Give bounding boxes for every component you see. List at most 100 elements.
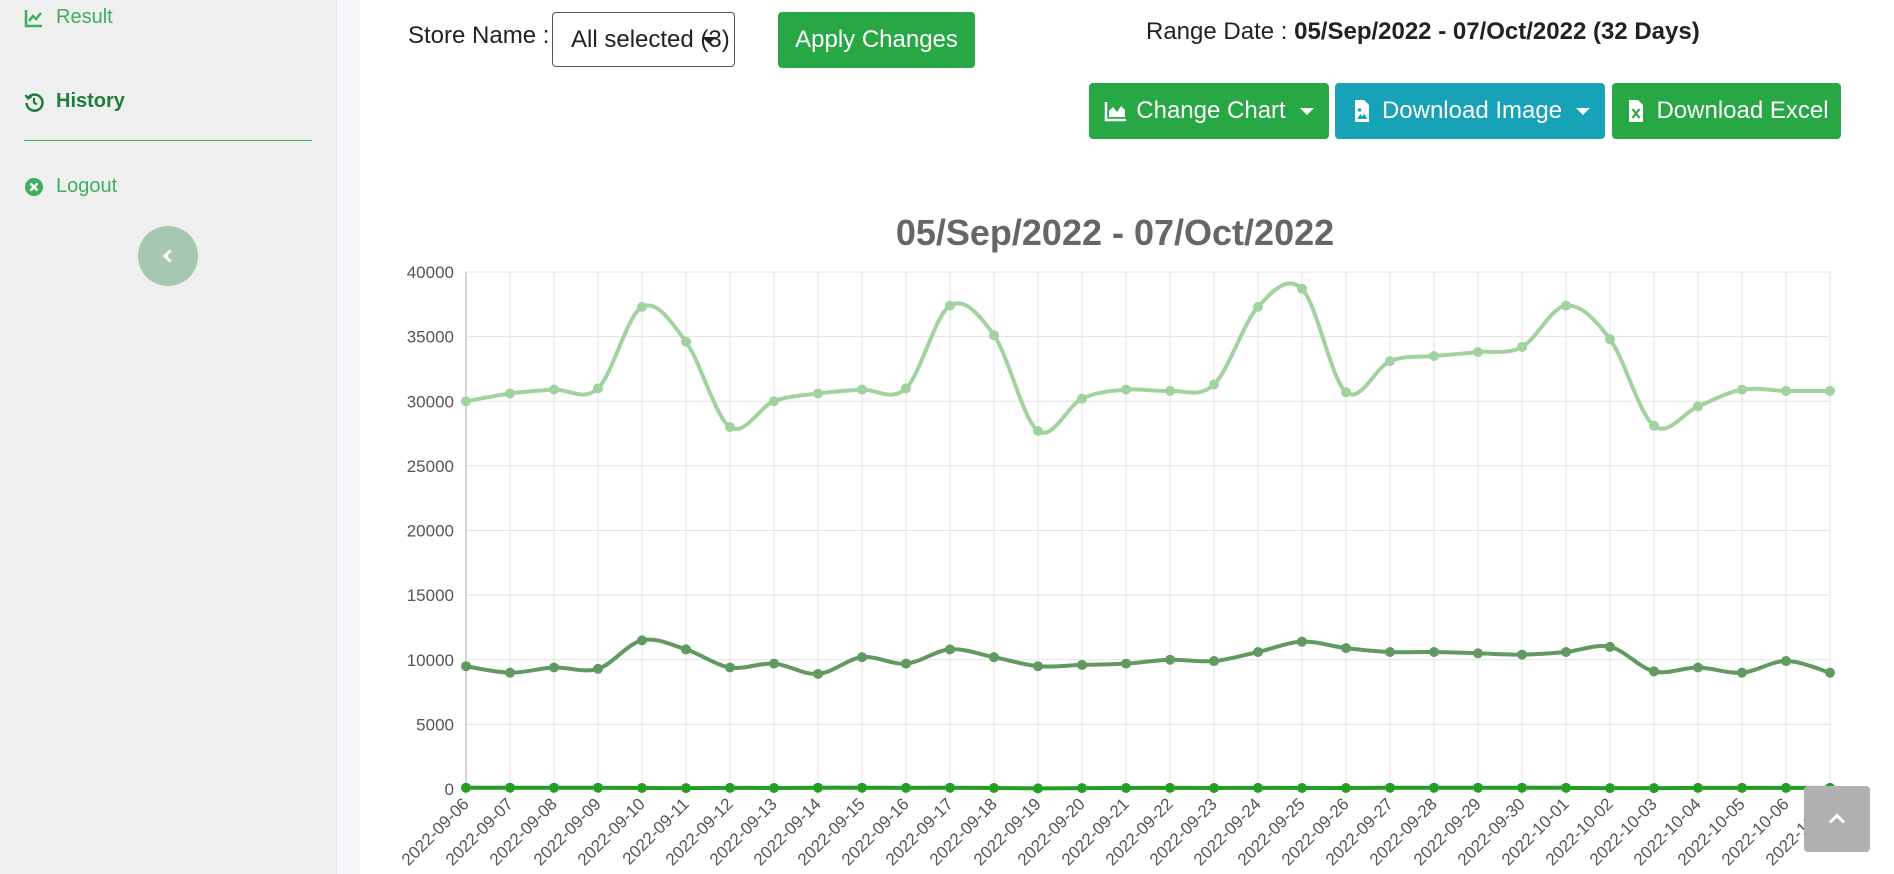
download-image-button[interactable]: Download Image [1335,83,1605,139]
data-point [1165,782,1175,793]
area-chart-icon [1105,102,1127,122]
change-chart-button[interactable]: Change Chart [1089,83,1329,139]
data-point [857,782,867,793]
data-point [1517,341,1527,352]
sidebar-item-result[interactable]: Result [24,6,113,29]
data-point [1121,658,1131,669]
data-point [1693,401,1703,412]
data-point [1429,646,1439,657]
data-point [1429,782,1439,793]
sidebar-item-logout[interactable]: Logout [24,175,117,198]
scroll-to-top-button[interactable] [1804,786,1870,852]
data-point [637,635,647,646]
data-point [989,782,999,793]
data-point [1033,425,1043,436]
data-point [1737,782,1747,793]
data-point [1033,661,1043,672]
sidebar-item-label: Result [56,6,113,28]
data-point [1297,782,1307,793]
data-point [1077,393,1087,404]
sidebar-divider [24,140,312,141]
data-point [1605,641,1615,652]
data-point [901,658,911,669]
y-tick-label: 40000 [407,263,454,282]
file-image-icon [1354,100,1369,122]
data-point [725,782,735,793]
y-tick-label: 15000 [407,586,454,605]
data-point [813,668,823,679]
data-point [945,644,955,655]
times-circle-icon [25,177,43,196]
data-point [1385,646,1395,657]
sidebar: Result History Logout [0,0,337,874]
data-point [1781,782,1791,793]
sidebar-item-label: History [56,90,125,112]
data-point [1209,379,1219,390]
sidebar-item-history[interactable]: History [24,90,125,113]
data-point [593,383,603,394]
line-chart: 0 5000 10000 15000 20000 25000 30000 35000 40000… [398,212,1837,869]
apply-changes-button[interactable]: Apply Changes [778,12,975,68]
data-point [1473,347,1483,358]
y-tick-label: 10000 [407,651,454,670]
y-tick-label: 20000 [407,522,454,541]
caret-down-icon [702,37,716,44]
download-excel-button[interactable]: Download Excel [1612,83,1841,139]
data-point [1341,782,1351,793]
data-point [769,396,779,407]
data-point [857,384,867,395]
caret-down-icon [1299,107,1314,115]
data-point [1649,666,1659,677]
data-point [637,782,647,793]
data-point [1121,782,1131,793]
main-content: 0 5000 10000 15000 20000 25000 30000 35000 40000… [360,0,1894,874]
sidebar-collapse-button[interactable] [138,226,198,286]
data-point [1693,662,1703,673]
data-point [637,301,647,312]
data-point [549,782,559,793]
series-line-1 [465,281,1831,435]
y-tick-label: 25000 [407,457,454,476]
data-point [1297,283,1307,294]
data-point [1209,782,1219,793]
data-point [1033,783,1043,794]
data-point [1341,643,1351,654]
data-point [1517,649,1527,660]
data-point [505,388,515,399]
series-line-2 [465,637,1831,676]
data-point [593,663,603,674]
range-date-value: 05/Sep/2022 - 07/Oct/2022 (32 Days) [1294,18,1700,45]
change-chart-label: Change Chart [1136,97,1286,124]
data-point [1649,420,1659,431]
data-point [1737,667,1747,678]
data-point [1781,656,1791,667]
data-point [1077,659,1087,670]
data-point [1165,654,1175,665]
chevron-left-icon [162,249,172,263]
data-point [593,782,603,793]
data-point [813,782,823,793]
data-point [1297,636,1307,647]
y-tick-label: 0 [445,780,454,799]
data-point [1121,384,1131,395]
data-point [1429,351,1439,362]
data-point [989,330,999,341]
data-point [1693,782,1703,793]
data-point [1561,300,1571,311]
data-point [1385,782,1395,793]
data-point [1605,334,1615,345]
data-point [549,384,559,395]
chevron-up-icon [1828,813,1846,824]
data-point [1077,783,1087,794]
data-point [1253,646,1263,657]
data-point [1473,782,1483,793]
data-point [681,783,691,794]
store-select[interactable]: All selected (3) [552,12,735,67]
data-point [725,662,735,673]
data-point [857,652,867,663]
caret-down-icon [1576,107,1591,115]
data-point [901,383,911,394]
data-point [1253,301,1263,312]
chart-line-icon [24,9,42,27]
data-point [1561,646,1571,657]
